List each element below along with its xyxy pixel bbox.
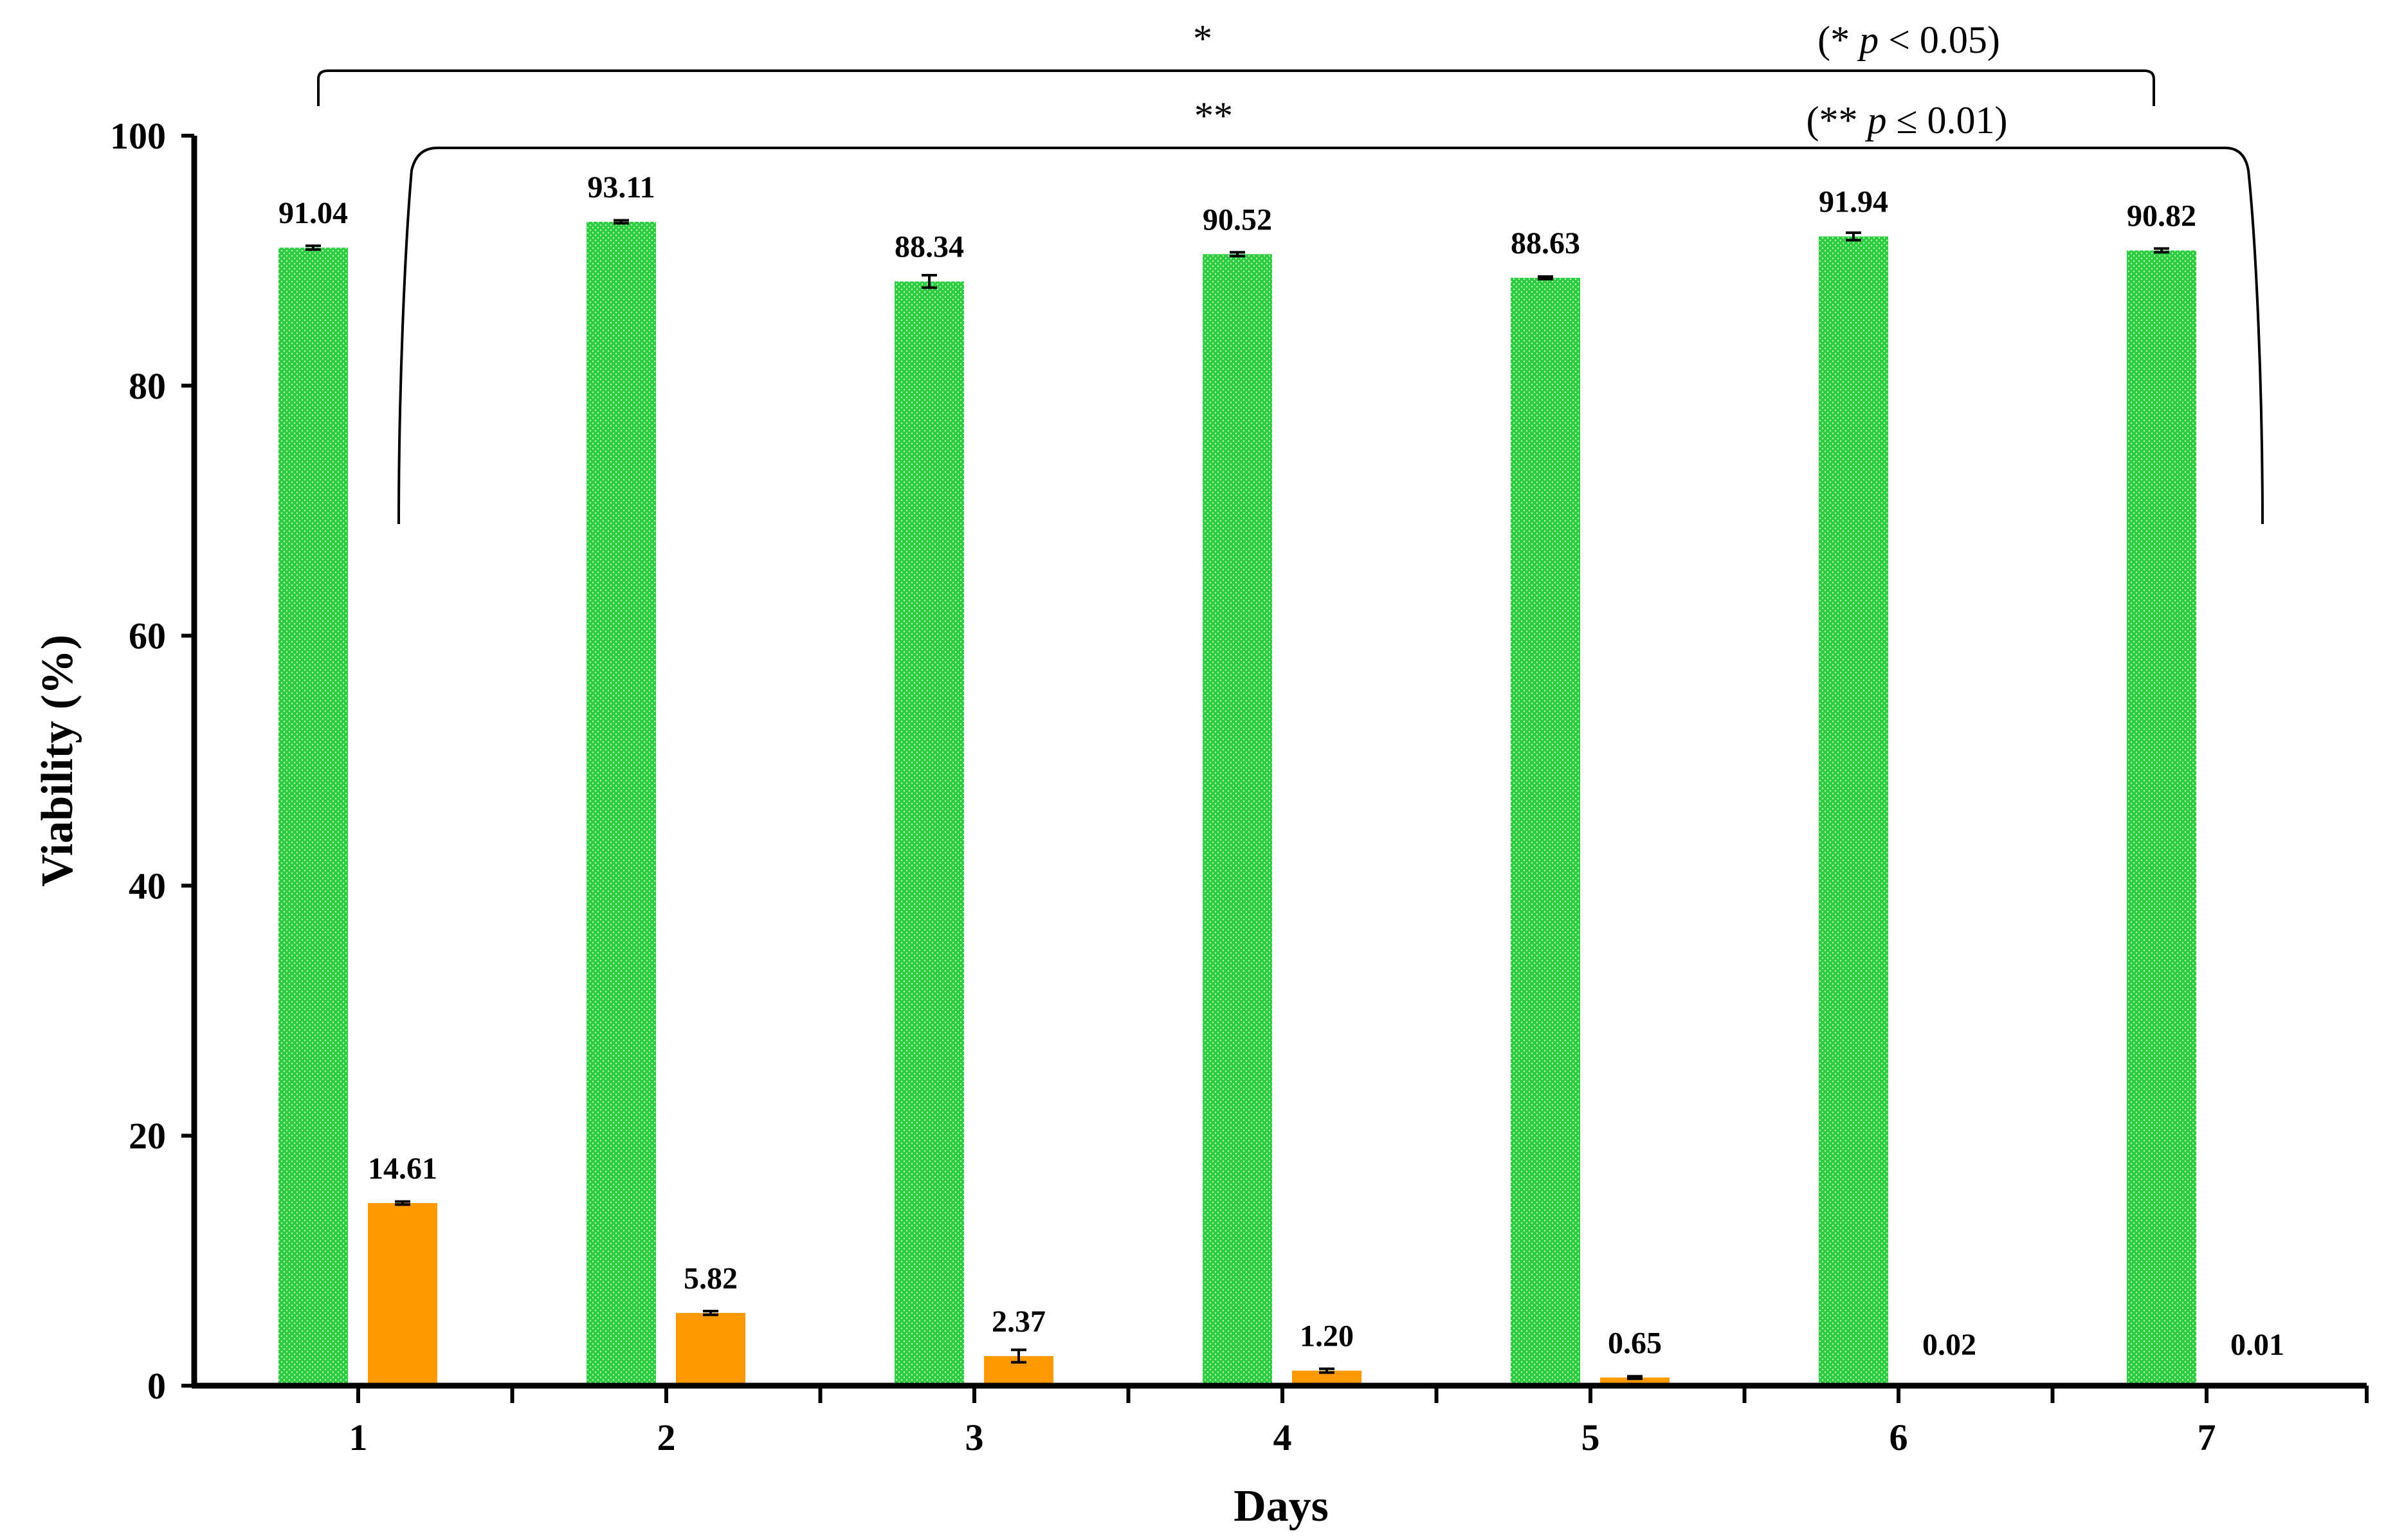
- significance-star-1: *: [1193, 17, 1212, 60]
- significance-note-2: (** p ≤ 0.01): [1807, 99, 2008, 141]
- bar-series2-day1: [368, 1202, 437, 1386]
- bar-series2-day2: [676, 1312, 745, 1386]
- error-bar-series1-day6: [1846, 231, 1861, 242]
- data-label-series1-day5: 88.63: [1511, 226, 1580, 260]
- error-bar-series2-day2: [703, 1309, 718, 1316]
- y-ticks-layer: 0 20 40 60 80 100: [110, 115, 194, 1407]
- data-label-series2-day7: 0.01: [2230, 1328, 2284, 1362]
- error-bar-series2-day4: [1319, 1367, 1334, 1374]
- error-bar-series1-day1: [305, 244, 321, 251]
- y-tick-label-40: 40: [129, 865, 166, 907]
- y-tick-label-0: 0: [147, 1365, 166, 1407]
- error-bar-series1-day3: [922, 273, 937, 289]
- significance-bracket-2: [397, 147, 2264, 525]
- data-label-series1-day3: 88.34: [895, 230, 964, 264]
- x-tick-label-7: 7: [2198, 1417, 2216, 1458]
- data-label-series2-day6: 0.02: [1922, 1328, 1976, 1362]
- bar-series1-day7: [2127, 250, 2196, 1386]
- y-tick-label-80: 80: [129, 365, 166, 407]
- y-axis-title: Viability (%): [33, 635, 82, 887]
- error-bar-series1-day7: [2154, 247, 2169, 254]
- bar-series1-day6: [1819, 236, 1888, 1386]
- x-tick-label-2: 2: [657, 1417, 676, 1458]
- y-tick-label-20: 20: [129, 1115, 166, 1157]
- data-label-series2-day1: 14.61: [368, 1152, 437, 1186]
- bar-series1-day2: [587, 221, 656, 1386]
- y-tick-label-100: 100: [110, 115, 166, 157]
- bar-series2-day4: [1292, 1370, 1361, 1386]
- error-bar-series2-day3: [1011, 1348, 1026, 1364]
- x-tick-label-4: 4: [1273, 1417, 1292, 1458]
- data-label-series1-day6: 91.94: [1819, 185, 1888, 219]
- data-label-series2-day2: 5.82: [684, 1262, 738, 1296]
- data-label-series1-day7: 90.82: [2127, 199, 2196, 233]
- x-axis-title: Days: [1234, 1481, 1329, 1531]
- data-label-series1-day4: 90.52: [1203, 203, 1272, 237]
- x-tick-label-3: 3: [965, 1417, 984, 1458]
- data-label-series1-day1: 91.04: [278, 196, 348, 230]
- data-labels-layer: 91.04 93.11 88.34 90.52 88.63 91.94 90.82 14.61…: [278, 170, 2284, 1362]
- error-bar-series2-day5: [1627, 1375, 1643, 1381]
- x-ticks-layer: 1 2 3 4 5 6 7: [349, 1386, 2369, 1458]
- error-bars-layer: [305, 219, 2169, 1381]
- data-label-series1-day2: 93.11: [587, 170, 655, 204]
- x-tick-label-1: 1: [349, 1417, 368, 1458]
- data-label-series2-day3: 2.37: [992, 1305, 1046, 1339]
- significance-note-1: (* p < 0.05): [1817, 19, 2000, 61]
- x-tick-label-6: 6: [1890, 1417, 1908, 1458]
- bar-series1-day4: [1203, 254, 1272, 1386]
- significance-annotations: * (* p < 0.05) ** (** p ≤ 0.01): [317, 17, 2264, 525]
- error-bar-series1-day4: [1230, 251, 1245, 258]
- data-label-series2-day5: 0.65: [1608, 1326, 1662, 1360]
- x-tick-label-5: 5: [1581, 1417, 1600, 1458]
- bar-series1-day3: [895, 281, 964, 1386]
- significance-bracket-1: [317, 69, 2155, 106]
- y-tick-label-60: 60: [129, 615, 166, 657]
- error-bar-series1-day5: [1538, 275, 1553, 280]
- significance-star-2: **: [1194, 95, 1233, 137]
- data-label-series2-day4: 1.20: [1300, 1319, 1354, 1354]
- bar-series1-day5: [1511, 278, 1580, 1386]
- bar-series1-day1: [278, 248, 348, 1386]
- bars-layer: [278, 221, 2286, 1386]
- error-bar-series2-day1: [395, 1200, 410, 1206]
- error-bar-series1-day2: [614, 219, 629, 225]
